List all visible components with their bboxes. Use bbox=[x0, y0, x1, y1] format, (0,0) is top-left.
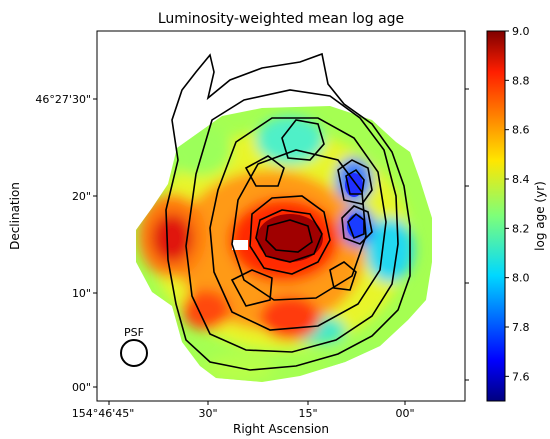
psf-circle bbox=[120, 339, 148, 367]
colorbar-tick-label: 8.0 bbox=[512, 272, 530, 285]
contour-south-knot bbox=[329, 261, 357, 291]
x-axis: 154°46'45" 30" 15" 00" Right Ascension bbox=[72, 401, 415, 436]
x-tick-label: 15" bbox=[298, 407, 317, 420]
contour-2 bbox=[185, 89, 399, 353]
contour-7 bbox=[265, 219, 313, 253]
y-axis-label: Declination bbox=[8, 182, 22, 250]
colorbar-tick-label: 9.0 bbox=[512, 25, 530, 38]
colorbar: 7.6 7.8 8.0 8.2 8.4 8.6 8.8 9.0 log age (yr) bbox=[486, 25, 547, 402]
contour-knot-south-2 bbox=[347, 212, 365, 240]
plot-frame bbox=[96, 30, 466, 402]
red-sw bbox=[260, 296, 320, 340]
x-tick-label: 30" bbox=[198, 407, 217, 420]
x-tick-label: 154°46'45" bbox=[72, 407, 135, 420]
contour-6 bbox=[255, 209, 323, 263]
contour-north-arm bbox=[281, 119, 325, 161]
y-tick-label: 10" bbox=[72, 287, 91, 300]
y-tick-label: 46°27'30" bbox=[35, 93, 91, 106]
contour-east-loop bbox=[244, 155, 285, 187]
colorbar-tick-label: 7.8 bbox=[512, 321, 530, 334]
colorbar-tick-label: 8.6 bbox=[512, 124, 530, 137]
y-axis: 46°27'30" 20" 10" 00" Declination bbox=[8, 88, 469, 394]
contour-4 bbox=[231, 149, 367, 301]
contour-knot-south-1 bbox=[341, 205, 373, 245]
contour-knot-north-2 bbox=[345, 168, 365, 195]
contour-3 bbox=[209, 117, 387, 331]
psf-label: PSF bbox=[124, 326, 144, 339]
contour-knot-north-1 bbox=[337, 159, 373, 205]
colorbar-label: log age (yr) bbox=[533, 181, 547, 251]
contour-5 bbox=[249, 195, 331, 275]
contours bbox=[165, 52, 411, 371]
cyan-west bbox=[366, 218, 414, 282]
colorbar-ticks: 7.6 7.8 8.0 8.2 8.4 8.6 8.8 9.0 bbox=[505, 25, 530, 383]
x-tick-label: 00" bbox=[395, 407, 414, 420]
contour-se-loop bbox=[230, 269, 273, 307]
colorbar-tick-label: 8.8 bbox=[512, 74, 530, 87]
colorbar-gradient bbox=[486, 30, 506, 402]
chart-title: Luminosity-weighted mean log age bbox=[158, 11, 404, 27]
x-axis-label: Right Ascension bbox=[233, 422, 329, 436]
y-tick-label: 00" bbox=[72, 381, 91, 394]
colorbar-tick-label: 7.6 bbox=[512, 370, 530, 383]
colorbar-tick-label: 8.2 bbox=[512, 222, 530, 235]
colorbar-tick-label: 8.4 bbox=[512, 173, 530, 186]
plot-area: PSF bbox=[96, 30, 466, 402]
y-tick-label: 20" bbox=[72, 190, 91, 203]
east-red bbox=[152, 214, 192, 262]
contour-outer bbox=[165, 52, 411, 371]
masked-pixels bbox=[232, 240, 248, 250]
